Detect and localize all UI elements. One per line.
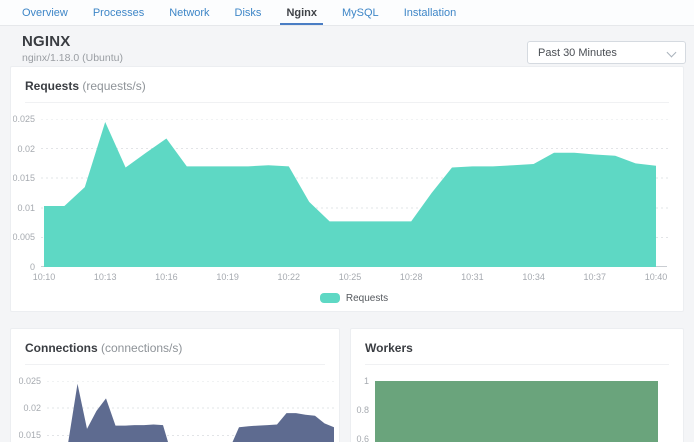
- time-range-select[interactable]: Past 30 Minutes: [527, 41, 686, 64]
- tab-mysql[interactable]: MySQL: [342, 6, 379, 19]
- y-tick-label: 0.015: [13, 173, 35, 184]
- chart-title: Requests (requests/s): [11, 67, 683, 93]
- legend-label: Requests: [345, 292, 389, 304]
- x-tick-label: 10:40: [644, 272, 668, 282]
- tab-network[interactable]: Network: [169, 6, 210, 19]
- y-tick-label: 0.6: [356, 434, 369, 442]
- workers-plot-area[interactable]: 10.80.60.40.20: [356, 377, 658, 442]
- connections-card: Connections (connections/s) 0.025 0.02 0.0…: [10, 328, 340, 442]
- chart-title-text: Connections: [25, 341, 98, 355]
- chart-unit-label: (connections/s): [101, 341, 183, 355]
- y-tick-label: 0.01: [17, 202, 35, 213]
- y-tick-label: 0.015: [19, 430, 41, 441]
- x-tick-label: 10:31: [461, 272, 484, 282]
- area-series: [68, 383, 334, 442]
- chart-title-text: Workers: [365, 341, 413, 355]
- tab-nginx[interactable]: Nginx: [280, 0, 323, 25]
- workers-card: Workers 10.80.60.40.20: [350, 328, 684, 442]
- x-tick-label: 10:10: [32, 272, 56, 282]
- tab-overview[interactable]: Overview: [22, 6, 68, 19]
- divider: [25, 364, 325, 365]
- requests-chart: 0.025 0.02 0.015 0.01 0.005 0 10:10 10:13 10:16…: [13, 115, 669, 304]
- y-axis-labels: 0.025 0.02 0.015 0.01 0.005 0: [13, 114, 38, 272]
- legend-swatch: [319, 293, 340, 303]
- y-tick-label: 0.02: [17, 143, 35, 154]
- x-tick-label: 10:19: [216, 272, 239, 282]
- y-tick-label: 0: [29, 262, 35, 272]
- area-series: [375, 381, 658, 442]
- x-tick-label: 10:28: [399, 272, 423, 282]
- chart-title-text: Requests: [25, 79, 80, 93]
- y-tick-label: 0.8: [356, 405, 369, 415]
- page-subtitle: nginx/1.18.0 (Ubuntu): [22, 52, 123, 64]
- y-tick-label: 0.025: [19, 376, 41, 386]
- x-axis-labels: 10:10 10:13 10:16 10:19 10:22 10:25 10:28 10:31…: [33, 272, 668, 286]
- x-tick-label: 10:34: [522, 272, 545, 282]
- tab-disks[interactable]: Disks: [234, 6, 262, 19]
- legend-item[interactable]: Requests: [319, 292, 389, 304]
- time-range-value: Past 30 Minutes: [538, 46, 617, 59]
- top-nav: Overview Processes Network Disks Nginx M…: [0, 0, 694, 26]
- tab-processes[interactable]: Processes: [92, 6, 145, 19]
- x-tick-label: 10:25: [338, 272, 362, 282]
- chart-title: Workers: [351, 329, 683, 355]
- requests-plot-area[interactable]: 0.025 0.02 0.015 0.01 0.005 0: [13, 115, 669, 271]
- y-tick-label: 1: [363, 376, 369, 386]
- page-title: NGINX: [22, 33, 71, 50]
- x-tick-label: 10:22: [277, 272, 301, 282]
- tab-installation[interactable]: Installation: [403, 6, 457, 19]
- x-tick-label: 10:13: [93, 272, 117, 282]
- area-series: [44, 122, 656, 267]
- chart-legend: Requests: [41, 290, 667, 304]
- y-axis-labels: 10.80.60.40.20: [347, 376, 372, 442]
- divider: [25, 102, 669, 103]
- divider: [365, 364, 669, 365]
- x-tick-label: 10:16: [155, 272, 178, 282]
- chart-title: Connections (connections/s): [11, 329, 339, 355]
- y-tick-label: 0.005: [13, 232, 35, 243]
- requests-card: Requests (requests/s) 0.025 0.02 0.015 0.01…: [10, 66, 684, 312]
- chart-unit-label: (requests/s): [82, 79, 146, 93]
- workers-chart: 10.80.60.40.20: [356, 377, 658, 442]
- x-tick-label: 10:37: [583, 272, 607, 282]
- y-tick-label: 0.02: [23, 403, 41, 414]
- y-tick-label: 0.025: [13, 114, 35, 124]
- chevron-down-icon: [666, 47, 677, 58]
- page-header: NGINX nginx/1.18.0 (Ubuntu) Past 30 Minu…: [0, 33, 694, 73]
